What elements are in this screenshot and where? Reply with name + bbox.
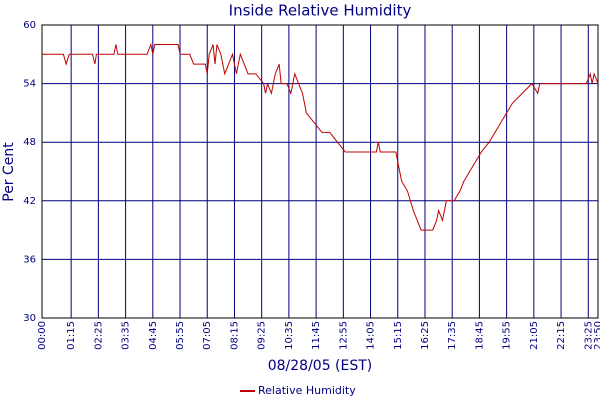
x-tick-label: 23:25	[583, 321, 594, 350]
legend-label: Relative Humidity	[258, 384, 356, 397]
x-tick-label: 03:35	[121, 321, 132, 350]
x-tick-label: 21:05	[529, 321, 540, 350]
x-tick-label: 12:55	[338, 321, 349, 350]
x-tick-label: 22:15	[556, 321, 567, 350]
y-tick-label: 60	[23, 20, 36, 31]
x-tick-label: 09:25	[257, 321, 268, 350]
x-tick-label: 01:15	[66, 321, 77, 350]
x-tick-label: 16:25	[420, 321, 431, 350]
x-tick-label: 05:55	[175, 321, 186, 350]
data-line	[42, 42, 599, 231]
x-tick-label: 23:50	[593, 321, 600, 350]
chart-title: Inside Relative Humidity	[229, 2, 412, 20]
x-tick-label: 07:05	[202, 321, 213, 350]
x-tick-label: 15:15	[393, 321, 404, 350]
x-tick-label: 18:45	[474, 321, 485, 350]
y-tick-label: 54	[23, 79, 36, 90]
x-axis-label: 08/28/05 (EST)	[268, 358, 373, 374]
x-tick-label: 08:15	[229, 321, 240, 350]
x-tick-label: 00:00	[37, 321, 48, 350]
x-tick-label: 17:35	[447, 321, 458, 350]
x-tick-label: 19:55	[502, 321, 513, 350]
plot-border	[41, 24, 599, 319]
x-tick-label: 14:05	[366, 321, 377, 350]
y-tick-label: 48	[23, 137, 36, 148]
y-axis-label: Per Cent	[1, 142, 17, 202]
x-tick-label: 10:35	[284, 321, 295, 350]
x-tick-label: 02:25	[93, 321, 104, 350]
y-tick-label: 30	[23, 313, 36, 324]
y-tick-label: 36	[23, 254, 36, 265]
x-tick-label: 04:45	[148, 321, 159, 350]
y-tick-label: 42	[23, 196, 36, 207]
x-tick-label: 11:45	[311, 321, 322, 350]
